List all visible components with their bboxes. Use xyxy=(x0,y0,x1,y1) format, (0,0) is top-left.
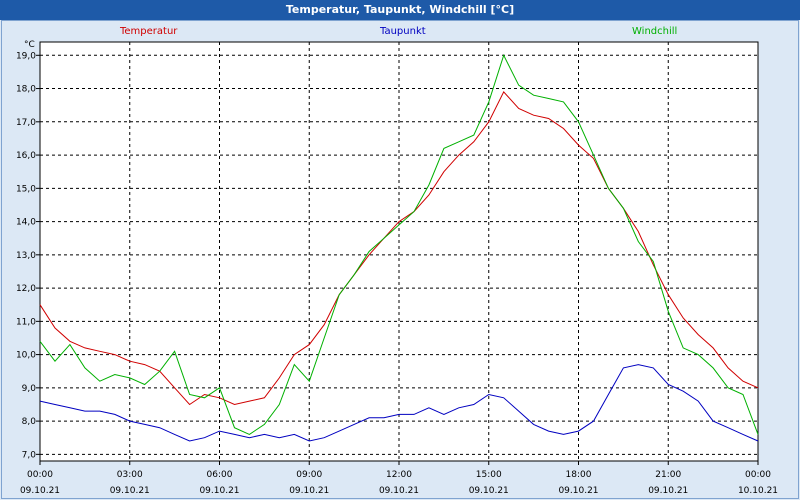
y-tick-label: 7,0 xyxy=(22,450,37,460)
y-tick-label: 13,0 xyxy=(16,251,36,261)
x-tick-date: 09.10.21 xyxy=(648,486,688,496)
x-tick-time: 09:00 xyxy=(296,470,322,480)
legend-taupunkt: Taupunkt xyxy=(379,26,426,37)
y-tick-label: 19,0 xyxy=(16,51,36,61)
y-axis-unit: °C xyxy=(24,40,35,50)
x-tick-time: 00:00 xyxy=(27,470,53,480)
x-tick-date: 09.10.21 xyxy=(199,486,239,496)
y-tick-label: 14,0 xyxy=(16,218,36,228)
y-tick-label: 10,0 xyxy=(16,351,36,361)
y-tick-label: 11,0 xyxy=(16,317,36,327)
series-line-windchill xyxy=(39,53,759,435)
x-tick-date: 09.10.21 xyxy=(558,486,598,496)
x-tick-time: 15:00 xyxy=(476,470,502,480)
y-tick-label: 17,0 xyxy=(16,118,36,128)
x-axis-ticks: 00:00 09.10.21 03:00 09.10.21 06:00 09.10.21 0… xyxy=(20,461,778,496)
y-tick-label: 12,0 xyxy=(16,284,36,294)
x-tick-time: 03:00 xyxy=(117,470,143,480)
y-tick-label: 8,0 xyxy=(22,417,37,427)
x-tick-date: 09.10.21 xyxy=(469,486,509,496)
chart-title: Temperatur, Taupunkt, Windchill [°C] xyxy=(0,0,800,20)
y-tick-label: 18,0 xyxy=(16,85,36,95)
x-tick-date: 10.10.21 xyxy=(738,486,778,496)
x-tick-time: 18:00 xyxy=(566,470,592,480)
legend-temperatur: Temperatur xyxy=(119,26,178,37)
series-line-taupunkt xyxy=(39,364,759,442)
y-tick-label: 15,0 xyxy=(16,184,36,194)
legend-windchill: Windchill xyxy=(632,26,677,37)
x-tick-date: 09.10.21 xyxy=(379,486,419,496)
x-tick-time: 12:00 xyxy=(386,470,412,480)
x-tick-time: 06:00 xyxy=(207,470,233,480)
x-tick-date: 09.10.21 xyxy=(289,486,329,496)
x-tick-date: 09.10.21 xyxy=(110,486,150,496)
y-tick-label: 16,0 xyxy=(16,151,36,161)
x-tick-time: 21:00 xyxy=(655,470,681,480)
series-lines xyxy=(39,53,759,442)
x-tick-time: 00:00 xyxy=(745,470,771,480)
y-tick-label: 9,0 xyxy=(22,384,37,394)
y-axis-ticks: 7,0 8,0 9,0 10,0 11,0 12,0 13,0 14,0 15,0 16,0 17,… xyxy=(16,51,40,460)
x-tick-date: 09.10.21 xyxy=(20,486,60,496)
grid-lines xyxy=(40,42,758,461)
